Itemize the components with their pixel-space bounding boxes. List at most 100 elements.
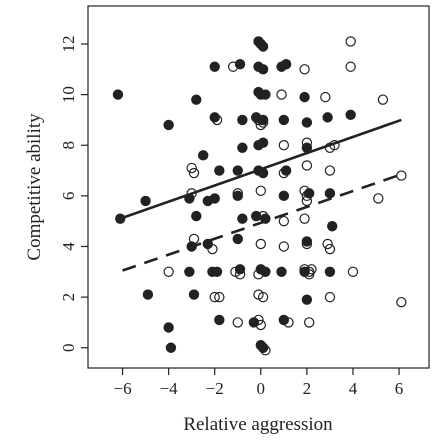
filled-point (209, 61, 220, 72)
filled-point (184, 193, 195, 204)
filled-point (188, 289, 200, 300)
open-point (255, 319, 267, 331)
y-tick-label: 2 (59, 293, 78, 302)
open-point (324, 243, 336, 255)
filled-point (115, 213, 126, 224)
open-point (322, 238, 333, 250)
y-tick-label: 6 (59, 192, 78, 201)
filled-point (276, 266, 287, 278)
filled-point (191, 210, 202, 222)
filled-point (257, 64, 269, 75)
open-point (301, 238, 313, 250)
filled-point (299, 91, 310, 103)
filled-point (214, 165, 225, 176)
open-point (188, 233, 200, 245)
filled-point (257, 41, 269, 52)
filled-point (280, 59, 292, 70)
open-point (253, 314, 264, 326)
open-point (234, 269, 246, 280)
y-tick-label: 10 (59, 86, 78, 103)
open-point (257, 210, 269, 222)
open-point (283, 317, 294, 328)
filled-point (209, 193, 220, 204)
filled-point (260, 213, 271, 224)
open-point (299, 213, 310, 224)
filled-point (324, 266, 336, 278)
x-axis-label: Relative aggression (183, 414, 333, 435)
open-point (163, 266, 174, 278)
y-tick-label: 4 (59, 242, 78, 251)
filled-point (324, 188, 336, 199)
open-point (188, 167, 200, 179)
open-point (207, 243, 218, 255)
y-tick-label: 8 (59, 141, 78, 150)
open-point (278, 241, 290, 252)
filled-point (165, 342, 177, 353)
x-axis: −6 −4 −2 0 2 4 6 (114, 368, 403, 398)
filled-point (186, 241, 197, 252)
x-tick-label: 2 (303, 379, 312, 398)
filled-point (191, 94, 202, 105)
open-point (306, 264, 317, 275)
filled-point (211, 266, 223, 278)
open-point (329, 140, 340, 151)
filled-point (140, 195, 151, 207)
open-point (299, 64, 310, 75)
filled-point (232, 233, 243, 245)
filled-point (232, 165, 243, 176)
open-point (257, 117, 269, 128)
open-point (232, 188, 243, 199)
filled-point (257, 137, 269, 148)
open-point (278, 167, 290, 179)
open-point (276, 89, 287, 100)
filled-point (209, 112, 220, 123)
open-point (301, 160, 313, 171)
filled-point (198, 150, 209, 161)
open-point (396, 296, 407, 308)
filled-point (327, 221, 338, 232)
open-point (278, 140, 290, 151)
filled-point (260, 89, 271, 100)
filled-point (257, 167, 269, 179)
filled-point (278, 190, 290, 202)
filled-point (301, 294, 313, 305)
open-point (301, 190, 313, 202)
filled-point (322, 112, 333, 123)
open-point (209, 291, 220, 303)
open-point (253, 269, 264, 280)
filled-point (142, 289, 154, 300)
open-point (301, 137, 313, 148)
filled-point (280, 165, 292, 176)
open-point (214, 291, 225, 303)
filled-point (345, 109, 356, 121)
open-point (232, 317, 243, 328)
open-point (396, 170, 407, 181)
y-tick-label: 0 (59, 343, 78, 352)
filled-point (237, 114, 248, 126)
plot-frame (87, 5, 430, 369)
y-axis-label: Competitive ability (24, 113, 45, 261)
x-tick-label: −4 (160, 379, 179, 398)
open-point (373, 193, 384, 204)
open-point (278, 215, 290, 227)
open-point (211, 114, 223, 126)
data-points (112, 36, 407, 356)
y-tick-label: 12 (59, 35, 78, 52)
x-tick-label: −2 (206, 379, 224, 398)
open-point (257, 342, 269, 353)
open-point (257, 291, 269, 303)
open-point (347, 266, 359, 278)
open-point (324, 165, 336, 176)
open-point (255, 238, 267, 250)
filled-point (237, 213, 248, 224)
x-tick-label: −6 (114, 379, 132, 398)
filled-point (163, 119, 174, 131)
open-point (301, 195, 313, 207)
open-point (299, 185, 310, 196)
open-point (186, 162, 197, 174)
open-point (345, 61, 356, 72)
filled-point (278, 114, 290, 126)
filled-point (184, 266, 195, 278)
open-point (260, 345, 271, 356)
